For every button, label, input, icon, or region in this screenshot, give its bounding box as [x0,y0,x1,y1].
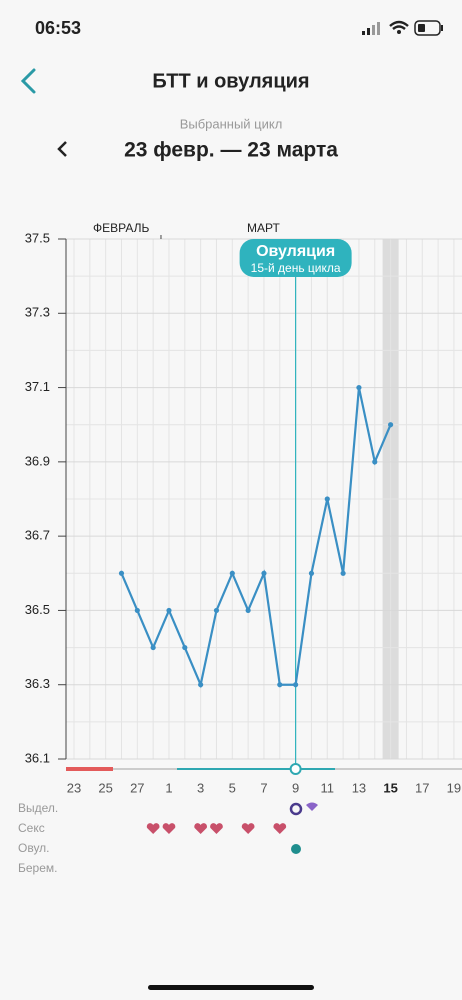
x-tick-label: 23 [67,780,81,795]
x-tick-label: 27 [130,780,144,795]
temperature-point [118,570,125,576]
chart: 36.1 36.3 36.5 36.7 36.9 37.1 37.3 37.5 ФЕВРАЛЬ М… [18,221,462,875]
sex-heart [146,823,160,834]
y-tick-label: 36.5 [25,602,50,617]
home-indicator [148,985,314,990]
y-tick-label: 37.1 [25,379,50,394]
temperature-point [324,496,330,502]
temperature-point [150,644,156,651]
ovulation-subtitle: 15-й день цикла [251,261,341,275]
x-tick-label: 13 [352,780,366,795]
y-tick-label: 36.1 [25,750,50,765]
temperature-point [261,570,267,576]
temperature-point [308,570,315,576]
ovulation-badge [239,239,352,277]
temperature-point [166,607,172,614]
page-title: БТТ и овуляция [152,70,309,92]
x-tick-label: 15 [383,780,397,795]
sex-heart [241,823,255,834]
temperature-line [120,387,392,689]
temperature-point [213,607,220,614]
temperature-point [372,459,378,465]
x-tick-label: 5 [229,780,236,795]
y-tick-label: 36.3 [25,676,50,691]
prev-cycle[interactable] [57,141,67,157]
sex-heart [273,823,287,834]
temperature-point [134,607,140,614]
month-label: ФЕВРАЛЬ [93,221,149,235]
cycle-range: 23 февр. — 23 марта [124,139,338,162]
y-tick-label: 36.7 [25,528,50,543]
x-tick-label: 11 [321,780,335,795]
temperature-point [245,607,251,614]
x-tick-label: 1 [165,780,172,795]
temperature-point [388,422,394,428]
status-icons [362,20,443,36]
x-tick-label: 3 [197,780,204,795]
x-tick-label: 7 [260,780,267,795]
temperature-point [293,682,299,688]
ovulation-dot [289,763,302,775]
temperature-point [229,570,235,576]
x-tick-label: 9 [292,780,299,795]
ovulation-title: Овуляция [256,243,335,260]
y-tick-label: 37.3 [25,305,50,320]
row-label: Овул. [18,841,50,855]
temperature-point [277,682,283,688]
cycle-caption: Выбранный цикл [180,116,283,131]
row-label: Выдел. [18,801,58,815]
sex-heart [162,823,176,834]
y-tick-label: 36.9 [25,453,50,468]
sex-heart [210,823,223,834]
x-tick-label: 17 [415,780,429,795]
row-label: Берем. [18,861,57,875]
event-icons [289,802,318,854]
x-tick-label: 19 [447,780,461,795]
back-button[interactable] [20,68,36,94]
temperature-point [356,384,362,391]
x-tick-label: 25 [98,780,112,795]
sex-heart [194,823,207,834]
temperature-point [182,644,188,651]
month-label: МАРТ [247,221,280,235]
row-label: Секс [18,821,45,835]
temperature-point [340,570,346,576]
temperature-point [198,682,204,688]
status-time: 06:53 [35,18,81,38]
y-tick-label: 37.5 [25,230,50,245]
